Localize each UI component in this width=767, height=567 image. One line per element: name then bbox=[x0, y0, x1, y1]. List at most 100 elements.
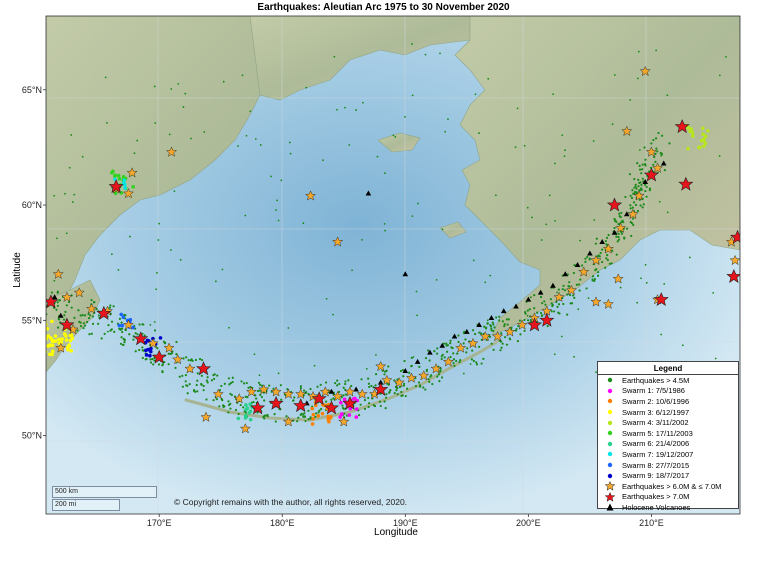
earthquake-dot bbox=[616, 240, 619, 243]
earthquake-dot bbox=[596, 274, 600, 277]
earthquake-dot bbox=[718, 154, 721, 157]
volcano-marker bbox=[623, 211, 630, 217]
swarm-dot bbox=[354, 407, 359, 411]
legend-item: Swarm 4: 3/11/2002 bbox=[598, 417, 738, 428]
earthquake-dot bbox=[149, 358, 152, 361]
earthquake-dot bbox=[85, 320, 89, 324]
legend-item-label: Earthquakes > 6.0M & ≤ 7.0M bbox=[622, 481, 722, 491]
swarm-dot bbox=[68, 338, 73, 343]
dot-symbol-icon bbox=[607, 473, 613, 478]
earthquake-dot bbox=[206, 376, 209, 379]
earthquake-dot bbox=[64, 310, 67, 313]
earthquake-dot bbox=[263, 417, 266, 420]
swarm-dot bbox=[60, 337, 64, 341]
earthquake-dot bbox=[184, 374, 187, 377]
earthquake-dot bbox=[332, 313, 335, 316]
earthquake-dot bbox=[170, 249, 172, 251]
earthquake-dot bbox=[200, 358, 204, 362]
volcano-markers-layer bbox=[51, 160, 667, 406]
earthquake-dot bbox=[220, 398, 223, 401]
earthquake-dot bbox=[254, 137, 257, 140]
swarm-dot bbox=[110, 170, 114, 175]
earthquake-dot bbox=[645, 195, 648, 198]
earthquake-dot bbox=[62, 318, 66, 321]
earthquake-dot bbox=[239, 403, 242, 407]
earthquake-dot bbox=[452, 358, 456, 361]
volcano-marker bbox=[414, 358, 421, 364]
earthquake-dot bbox=[344, 393, 347, 396]
earthquake-dot bbox=[440, 355, 443, 358]
earthquake-dot bbox=[639, 187, 643, 190]
earthquake-dot bbox=[492, 323, 495, 326]
earthquake-dot bbox=[213, 373, 216, 376]
earthquake-dot bbox=[157, 363, 161, 366]
earthquake-dot bbox=[100, 337, 103, 340]
legend-item: Swarm 5: 17/11/2003 bbox=[598, 428, 738, 439]
earthquake-dot bbox=[597, 270, 600, 274]
earthquake-dot bbox=[205, 379, 208, 382]
earthquake-dot bbox=[615, 253, 618, 256]
earthquake-dot bbox=[247, 386, 250, 389]
earthquake-dot bbox=[57, 318, 61, 321]
swarm-dot bbox=[691, 134, 695, 138]
earthquake-dot bbox=[404, 394, 407, 398]
earthquake-dot bbox=[526, 206, 529, 209]
earthquake-dot bbox=[110, 320, 114, 323]
earthquake-dot bbox=[483, 325, 486, 328]
earthquake-dot bbox=[630, 221, 634, 225]
earthquake-dot bbox=[566, 313, 569, 316]
earthquake-dot bbox=[414, 384, 418, 388]
earthquake-dot bbox=[642, 203, 645, 206]
earthquake-dot bbox=[426, 349, 430, 352]
earthquake-dot bbox=[440, 376, 444, 379]
earthquake-dot bbox=[449, 339, 452, 342]
earthquake-dot bbox=[624, 195, 627, 199]
scalebar-mi: 200 mi bbox=[52, 499, 120, 511]
earthquake-dot bbox=[241, 74, 244, 77]
earthquake-dot bbox=[53, 279, 56, 282]
earthquake-dot bbox=[424, 53, 427, 56]
earthquake-dot bbox=[342, 394, 345, 397]
earthquake-dots-layer bbox=[46, 43, 727, 423]
earthquake-dot bbox=[385, 396, 388, 399]
earthquake-dot bbox=[87, 316, 91, 320]
swarm-dot bbox=[67, 344, 71, 348]
legend-items: Earthquakes > 4.5M Swarm 1: 7/5/1986 Swarm… bbox=[598, 375, 738, 513]
earthquake-dot bbox=[124, 328, 127, 331]
earthquake-dot bbox=[554, 219, 556, 222]
star-symbol-icon bbox=[604, 481, 616, 492]
earthquake-dot bbox=[196, 379, 199, 382]
legend: Legend Earthquakes > 4.5M Swarm 1: 7/5/19… bbox=[597, 361, 739, 512]
earthquake-dot bbox=[317, 411, 320, 414]
earthquake-dot bbox=[544, 303, 547, 306]
earthquake-dot bbox=[221, 268, 224, 271]
earthquake-dot bbox=[287, 327, 290, 329]
earthquake-dot bbox=[510, 326, 513, 329]
earthquake-dot bbox=[640, 172, 643, 175]
earthquake-dot bbox=[122, 343, 125, 346]
earthquake-dot bbox=[596, 255, 599, 258]
earthquake-dot bbox=[198, 357, 202, 361]
earthquake-dot bbox=[588, 257, 591, 260]
earthquake-dot bbox=[242, 382, 246, 385]
earthquake-dot bbox=[163, 360, 166, 364]
earthquake-dot bbox=[568, 293, 572, 297]
earthquake-dot bbox=[83, 324, 87, 327]
earthquake-dot bbox=[666, 211, 669, 214]
earthquake-dot bbox=[563, 289, 567, 292]
earthquake-dot bbox=[494, 194, 497, 197]
earthquake-dot bbox=[293, 396, 296, 399]
y-tick-label: 60°N bbox=[22, 200, 42, 210]
earthquake-dot bbox=[613, 226, 616, 230]
earthquake-dot bbox=[644, 190, 647, 193]
earthquake-dot bbox=[363, 407, 367, 410]
earthquake-dot bbox=[119, 327, 122, 330]
swarm-dot bbox=[64, 338, 69, 342]
swarm-dot bbox=[311, 417, 315, 421]
earthquake-dot bbox=[531, 216, 533, 219]
volcano-marker bbox=[550, 282, 556, 288]
earthquake-dot bbox=[618, 212, 621, 215]
earthquake-dot bbox=[63, 314, 66, 317]
earthquake-dot bbox=[212, 399, 215, 402]
earthquake-dot bbox=[503, 336, 507, 339]
